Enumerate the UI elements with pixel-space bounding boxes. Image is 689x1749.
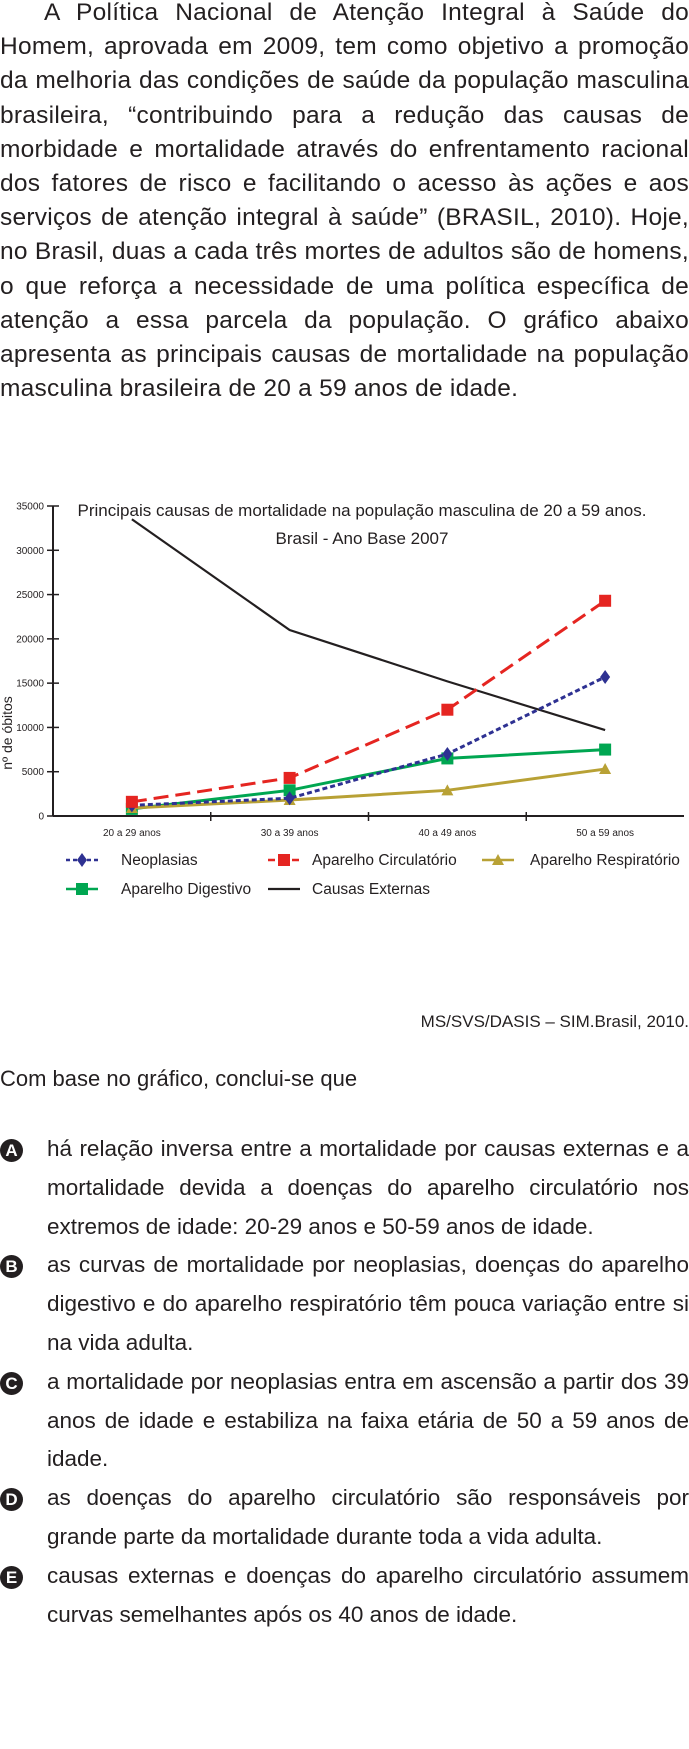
series-line <box>131 518 606 732</box>
option-e[interactable]: E causas externas e doenças do aparelho … <box>0 1557 689 1635</box>
legend-label: Causas Externas <box>312 881 430 898</box>
y-tick-label: 35000 <box>16 502 44 513</box>
x-tick-label: 50 a 59 anos <box>576 828 634 839</box>
data-point <box>283 771 296 784</box>
data-point <box>599 743 612 756</box>
legend-swatch-marker <box>278 854 290 866</box>
answer-options: A há relação inversa entre a mortalidade… <box>0 1130 689 1634</box>
option-text: a mortalidade por neoplasias entra em as… <box>47 1368 689 1472</box>
mortality-chart: Principais causas de mortalidade na popu… <box>0 501 684 898</box>
y-tick-label: 10000 <box>16 723 44 734</box>
option-letter-badge: B <box>0 1255 23 1279</box>
series-line <box>131 675 606 807</box>
option-d[interactable]: D as doenças do aparelho circulatório sã… <box>0 1479 689 1557</box>
intro-paragraph: A Política Nacional de Atenção Integral … <box>0 0 689 403</box>
y-tick-label: 30000 <box>16 546 44 557</box>
chart-subtitle: Brasil - Ano Base 2007 <box>276 529 449 548</box>
data-point <box>441 703 454 716</box>
y-tick-label: 15000 <box>16 679 44 690</box>
option-c[interactable]: C a mortalidade por neoplasias entra em … <box>0 1363 689 1479</box>
legend-label: Aparelho Digestivo <box>121 881 251 898</box>
data-point <box>600 669 611 684</box>
data-point <box>284 791 295 806</box>
data-point <box>599 594 612 607</box>
y-tick-label: 5000 <box>22 767 45 778</box>
y-axis-label: nº de óbitos <box>0 696 15 770</box>
legend-swatch-marker <box>76 883 88 895</box>
option-text: há relação inversa entre a mortalidade p… <box>47 1136 689 1239</box>
option-letter-badge: D <box>0 1488 23 1512</box>
data-point <box>441 784 454 796</box>
option-a[interactable]: A há relação inversa entre a mortalidade… <box>0 1130 689 1246</box>
y-tick-label: 25000 <box>16 590 44 601</box>
option-b[interactable]: B as curvas de mortalidade por neoplasia… <box>0 1246 689 1362</box>
series-line <box>131 748 606 811</box>
chart-title: Principais causas de mortalidade na popu… <box>78 501 647 520</box>
legend-label: Aparelho Respiratório <box>530 852 680 869</box>
x-ticks: 20 a 29 anos 30 a 39 anos 40 a 49 anos 50 a… <box>103 812 634 839</box>
chart-source: MS/SVS/DASIS – SIM.Brasil, 2010. <box>420 1012 689 1031</box>
option-letter-badge: A <box>0 1139 23 1162</box>
y-tick-label: 0 <box>38 812 44 823</box>
option-text: as doenças do aparelho circulatório são … <box>47 1485 689 1549</box>
x-tick-label: 30 a 39 anos <box>261 828 319 839</box>
option-text: as curvas de mortalidade por neoplasias,… <box>47 1252 689 1355</box>
legend-swatch-marker <box>492 854 504 865</box>
question-stem: Com base no gráfico, conclui-se que <box>0 1066 358 1091</box>
data-point <box>283 784 296 797</box>
series-line <box>131 599 606 804</box>
data-point <box>599 763 612 775</box>
legend-label: Aparelho Circulatório <box>312 852 457 869</box>
y-ticks: 0 5000 10000 15000 20000 25000 30000 35000 <box>16 502 59 823</box>
option-text: causas externas e doenças do aparelho ci… <box>47 1562 689 1627</box>
series-line <box>131 767 606 810</box>
legend-swatch-marker <box>77 853 87 867</box>
x-tick-label: 20 a 29 anos <box>103 828 161 839</box>
chart-series <box>125 518 612 815</box>
x-tick-label: 40 a 49 anos <box>418 828 476 839</box>
data-point <box>442 747 453 761</box>
chart-legend: Neoplasias Aparelho Circulatório Aparelho … <box>66 852 680 898</box>
y-tick-label: 20000 <box>16 634 44 645</box>
option-letter-badge: C <box>0 1371 23 1395</box>
chart-axes <box>52 506 684 817</box>
option-letter-badge: E <box>0 1565 23 1589</box>
legend-label: Neoplasias <box>121 852 198 869</box>
data-point <box>125 795 138 808</box>
